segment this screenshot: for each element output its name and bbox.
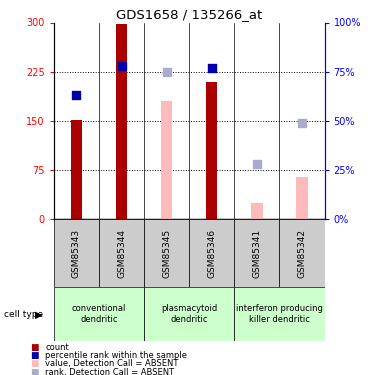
Text: ■: ■ [30,359,38,368]
Bar [144,219,189,287]
Point [209,65,215,71]
Bar [206,82,217,219]
Text: GSM85346: GSM85346 [207,228,216,278]
Bar [161,101,172,219]
Text: GSM85343: GSM85343 [72,228,81,278]
Bar [234,219,279,287]
Text: value, Detection Call = ABSENT: value, Detection Call = ABSENT [45,359,179,368]
Bar [144,287,234,341]
Text: GSM85344: GSM85344 [117,229,126,278]
Point [119,63,125,69]
Text: conventional
dendritic: conventional dendritic [72,304,126,324]
Text: ■: ■ [30,368,38,375]
Point [254,161,260,167]
Bar [189,219,234,287]
Text: count: count [45,343,69,352]
Title: GDS1658 / 135266_at: GDS1658 / 135266_at [116,8,262,21]
Point [73,92,79,98]
Bar [279,219,325,287]
Text: ■: ■ [30,351,38,360]
Text: rank, Detection Call = ABSENT: rank, Detection Call = ABSENT [45,368,174,375]
Point [299,120,305,126]
Point [164,69,170,75]
Text: ▶: ▶ [35,310,43,320]
Text: plasmacytoid
dendritic: plasmacytoid dendritic [161,304,217,324]
Bar [234,287,325,341]
Text: cell type: cell type [4,310,43,319]
Bar [54,287,144,341]
Bar [54,219,99,287]
Bar [251,203,263,219]
Bar [99,219,144,287]
Bar [116,24,127,219]
Text: GSM85341: GSM85341 [252,228,262,278]
Text: percentile rank within the sample: percentile rank within the sample [45,351,187,360]
Text: interferon producing
killer dendritic: interferon producing killer dendritic [236,304,323,324]
Bar [71,120,82,219]
Text: ■: ■ [30,343,38,352]
Text: GSM85345: GSM85345 [162,228,171,278]
Bar [296,177,308,219]
Text: GSM85342: GSM85342 [298,229,306,278]
